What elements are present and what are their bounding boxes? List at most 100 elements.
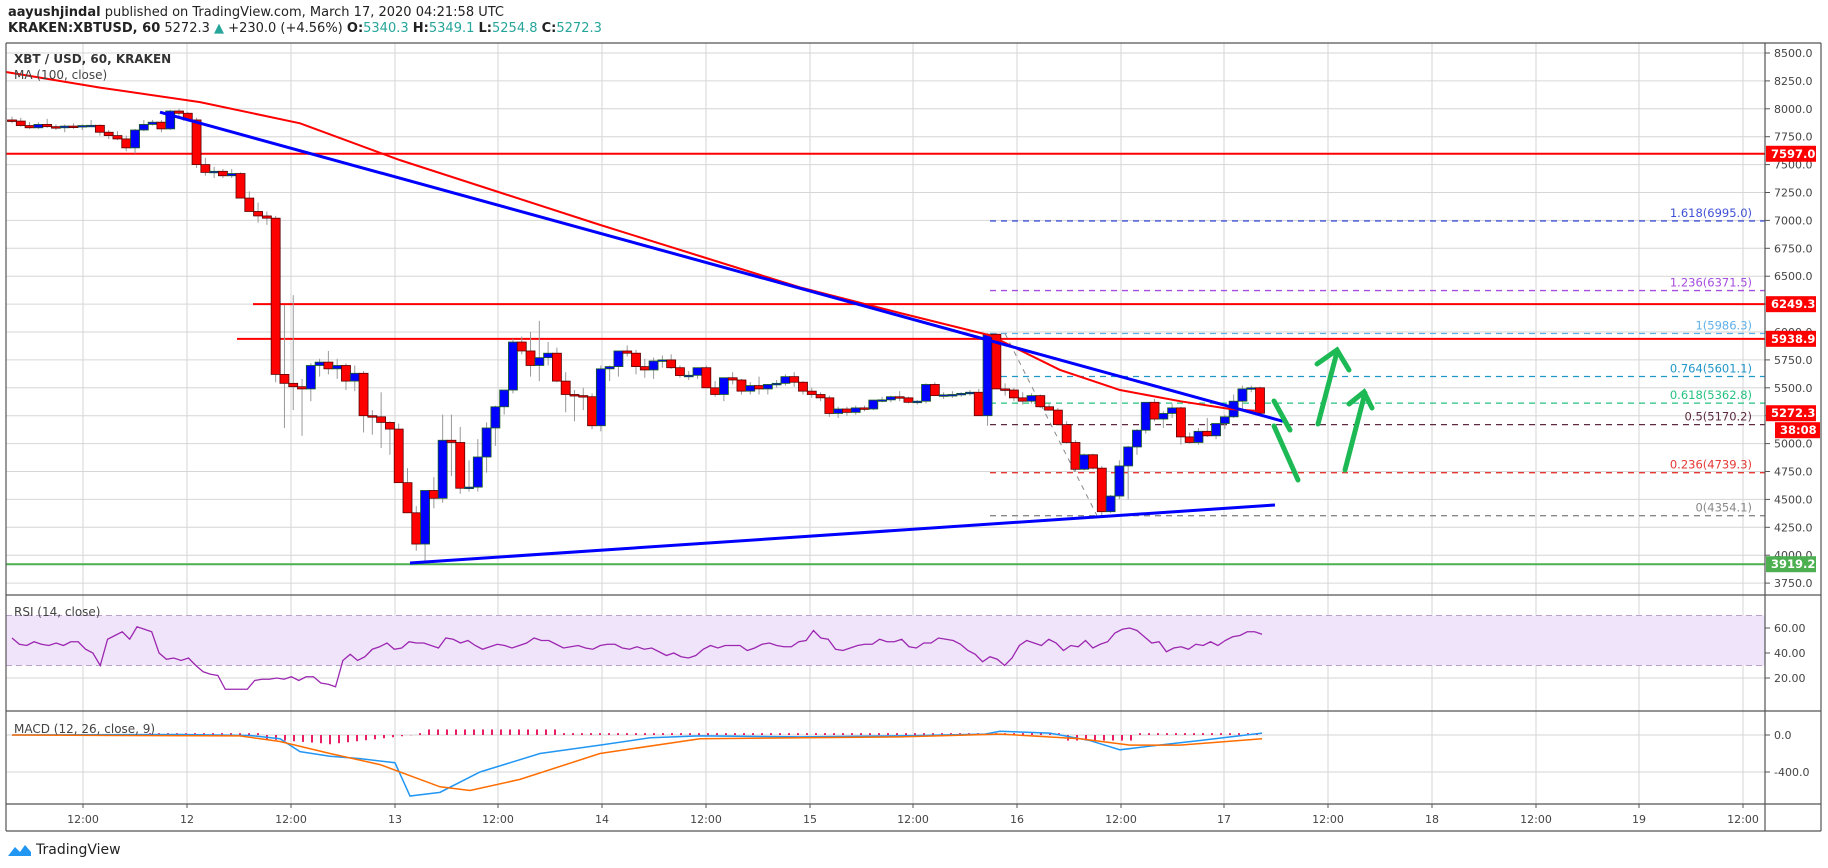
up-arrow-icon — [1315, 349, 1340, 427]
candle-down — [1000, 388, 1011, 391]
fib-swing-line[interactable] — [1004, 333, 1098, 516]
open-label: O: — [346, 21, 364, 36]
candle-up — [648, 360, 659, 371]
grid-lines — [6, 43, 1765, 804]
candle-up — [472, 456, 483, 488]
trend-line[interactable] — [159, 110, 1284, 423]
rsi-line — [11, 625, 1263, 690]
candle-down — [261, 215, 272, 219]
trend-line[interactable] — [409, 503, 1276, 565]
candle-up — [1158, 413, 1169, 420]
price-tick-label: 7750.0 — [1774, 131, 1813, 144]
time-tick-label: 12:00 — [1105, 813, 1137, 826]
rsi-line — [11, 625, 1263, 690]
candle-up — [1219, 416, 1230, 424]
candle-down — [103, 131, 114, 136]
candle-down — [525, 350, 536, 366]
candle-down — [552, 352, 562, 382]
candle-up — [850, 407, 861, 413]
up-arrow-head — [1346, 388, 1375, 411]
candle-up — [1114, 465, 1125, 497]
candle-up — [885, 396, 896, 401]
candle-down — [393, 428, 404, 484]
candlesticks — [7, 108, 1265, 565]
candle-down — [1070, 442, 1081, 470]
candle-down — [279, 374, 290, 384]
candle-down — [1096, 467, 1107, 513]
price-tick-label: 5750.0 — [1774, 354, 1813, 367]
candle-down — [754, 385, 764, 390]
candle-down — [789, 376, 800, 383]
price-tick-label: 8250.0 — [1774, 75, 1813, 88]
macd-line — [11, 730, 1263, 797]
tradingview-cloud-icon — [8, 845, 31, 856]
candle-down — [446, 439, 457, 443]
fib-label: 0.236(4739.3) — [1670, 458, 1752, 472]
candle-up — [745, 385, 756, 392]
candle-down — [639, 366, 650, 371]
candle-down — [402, 482, 413, 514]
price-badge-label: 5272.3 — [1771, 406, 1815, 420]
rsi-legend[interactable]: RSI (14, close) — [14, 605, 101, 619]
candle-up — [305, 365, 316, 390]
fibonacci-retracement[interactable]: 1.618(6995.0) 1.236(6371.5) 1(5986.3) 0.764… — [990, 206, 1765, 517]
candle-up — [332, 365, 343, 370]
up-arrow-icon — [1342, 390, 1368, 473]
high-value: 5349.1 — [428, 21, 475, 36]
candle-up — [420, 490, 430, 545]
candle-up — [771, 382, 782, 386]
candle-down — [200, 164, 211, 173]
price-badge[interactable] — [1766, 145, 1816, 162]
price-badge[interactable] — [1766, 330, 1816, 347]
candle-down — [1202, 430, 1213, 437]
price-badge[interactable] — [1766, 556, 1816, 573]
candle-up — [437, 439, 448, 499]
candle-down — [24, 125, 35, 129]
candle-up — [1026, 395, 1037, 402]
trend-lines[interactable] — [159, 110, 1284, 565]
candle-down — [806, 390, 817, 395]
candle-up — [138, 124, 149, 131]
candle-up — [1140, 401, 1151, 431]
candle-down — [428, 490, 439, 499]
candle-down — [578, 395, 589, 398]
author-name[interactable]: aayushjindal — [8, 5, 101, 20]
price-badge[interactable] — [1766, 405, 1816, 422]
price-tick-label: 7000.0 — [1774, 214, 1813, 227]
candle-up — [1105, 495, 1116, 513]
candle-down — [1184, 436, 1195, 443]
low-value: 5254.8 — [492, 21, 538, 36]
candle-down — [622, 350, 633, 354]
candle-down — [666, 359, 677, 369]
axes[interactable]: 8500.0 8250.0 8000.0 7750.0 7500.0 7250.0 7000… — [67, 47, 1820, 826]
candle-up — [59, 125, 70, 129]
fib-label: 0.5(5170.2) — [1684, 410, 1752, 424]
candle-down — [341, 365, 351, 382]
candle-down — [631, 352, 641, 367]
macd-tick-label: 0.0 — [1774, 729, 1792, 742]
candle-up — [877, 399, 887, 402]
candle-up — [868, 399, 879, 410]
price-badge[interactable] — [1766, 296, 1816, 313]
price-tick-label: 8000.0 — [1774, 103, 1813, 116]
tradingview-logo[interactable]: TradingView — [6, 842, 121, 858]
candle-down — [288, 382, 299, 388]
candle-up — [226, 173, 237, 177]
candle-down — [710, 387, 720, 395]
candle-up — [86, 124, 96, 128]
candle-down — [1044, 406, 1054, 411]
candle-down — [358, 372, 369, 417]
candle-up — [780, 376, 791, 384]
time-tick-label: 12:00 — [897, 813, 929, 826]
candle-up — [1211, 423, 1221, 437]
candle-down — [253, 211, 263, 217]
macd-legend[interactable]: MACD (12, 26, close, 9) — [14, 722, 156, 736]
price-tick-label: 8500.0 — [1774, 47, 1813, 60]
down-arrow-icon — [1271, 423, 1301, 483]
candle-up — [683, 374, 694, 378]
price-badge[interactable] — [1775, 422, 1820, 439]
price-tick-label: 5000.0 — [1774, 438, 1813, 451]
ma-legend[interactable]: MA (100, close) — [14, 68, 108, 82]
arrow-stroke — [1271, 398, 1293, 433]
